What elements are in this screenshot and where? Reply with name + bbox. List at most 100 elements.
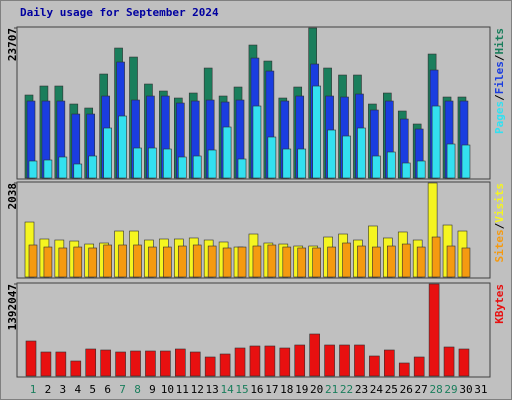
bar: [297, 247, 307, 278]
x-tick-label: 29: [444, 383, 457, 396]
bar: [73, 163, 83, 179]
bar: [279, 347, 291, 377]
bar: [43, 246, 53, 278]
bar: [446, 245, 456, 278]
legend-separator: /: [493, 222, 506, 229]
bar: [145, 350, 156, 377]
bar: [267, 136, 277, 179]
chart-title: Daily usage for September 2024: [20, 6, 219, 19]
bar: [115, 351, 126, 377]
bar: [234, 347, 246, 377]
bar: [28, 244, 38, 278]
bar: [461, 144, 471, 179]
bar: [443, 346, 455, 377]
bar: [357, 127, 366, 179]
bar: [118, 244, 127, 278]
bar: [249, 345, 261, 377]
bar: [342, 242, 351, 278]
x-tick-label: 26: [400, 383, 413, 396]
bar: [369, 355, 380, 377]
x-tick-label: 7: [119, 383, 126, 396]
legend-entry: KBytes: [493, 284, 506, 324]
bar: [222, 247, 232, 278]
bar: [28, 160, 38, 179]
x-tick-label: 23: [355, 383, 368, 396]
bar: [458, 348, 470, 377]
bar: [55, 351, 67, 377]
x-tick-label: 19: [295, 383, 308, 396]
x-tick-label: 15: [235, 383, 248, 396]
bar: [431, 105, 441, 179]
bar: [88, 247, 98, 278]
bar: [192, 244, 202, 278]
y-tick-label: 23707: [6, 28, 19, 61]
bar: [282, 246, 292, 278]
bar: [148, 246, 157, 278]
bar: [207, 245, 217, 278]
bar: [446, 143, 456, 179]
x-tick-label: 14: [220, 383, 234, 396]
bar: [192, 155, 202, 179]
bar: [70, 360, 82, 377]
bar: [387, 151, 396, 179]
bar: [118, 115, 127, 179]
bar: [327, 129, 336, 179]
bar: [73, 246, 83, 278]
bar: [297, 148, 307, 179]
x-tick-label: 22: [340, 383, 353, 396]
legend: KBytes: [493, 284, 506, 324]
bar: [100, 349, 111, 377]
legend-entry: Pages: [493, 101, 506, 134]
bar: [175, 348, 186, 377]
x-tick-label: 1: [30, 383, 37, 396]
bar: [401, 162, 411, 179]
bar: [58, 247, 68, 278]
legend: Pages/Files/Hits: [493, 28, 506, 134]
legend-separator: /: [493, 54, 506, 61]
x-tick-label: 18: [280, 383, 293, 396]
bar: [398, 362, 410, 377]
legend-entry: Sites: [493, 229, 506, 262]
bar: [58, 156, 68, 179]
bar: [237, 158, 247, 179]
bar: [294, 344, 306, 377]
bar: [372, 246, 381, 278]
bar: [25, 340, 37, 377]
bar: [342, 135, 351, 179]
x-tick-label: 6: [104, 383, 111, 396]
bar: [133, 147, 142, 179]
legend-entry: Files: [493, 61, 506, 94]
x-tick-label: 21: [325, 383, 338, 396]
bar: [312, 247, 321, 278]
legend: Sites/Visits: [493, 183, 506, 263]
bar: [88, 155, 98, 179]
bar: [416, 160, 426, 179]
bar: [207, 149, 217, 179]
x-tick-label: 10: [161, 383, 174, 396]
x-tick-label: 13: [206, 383, 219, 396]
bar: [103, 244, 112, 278]
bar: [372, 155, 381, 179]
legend-entry: Visits: [493, 183, 506, 223]
x-tick-label: 20: [310, 383, 323, 396]
bar: [40, 351, 52, 377]
x-tick-label: 9: [149, 383, 156, 396]
bar: [163, 148, 172, 179]
bar: [252, 245, 262, 278]
bar: [103, 127, 112, 179]
bar: [130, 350, 141, 377]
bar: [413, 356, 425, 377]
bar: [178, 156, 187, 179]
bar: [431, 236, 441, 278]
x-tick-label: 4: [74, 383, 81, 396]
x-tick-label: 30: [459, 383, 472, 396]
bar: [428, 283, 440, 377]
x-tick-label: 11: [176, 383, 189, 396]
bar: [264, 345, 276, 377]
bar: [312, 85, 321, 179]
bar: [204, 356, 216, 377]
bar: [178, 245, 187, 278]
legend-separator: /: [493, 94, 506, 101]
x-tick-label: 31: [474, 383, 487, 396]
